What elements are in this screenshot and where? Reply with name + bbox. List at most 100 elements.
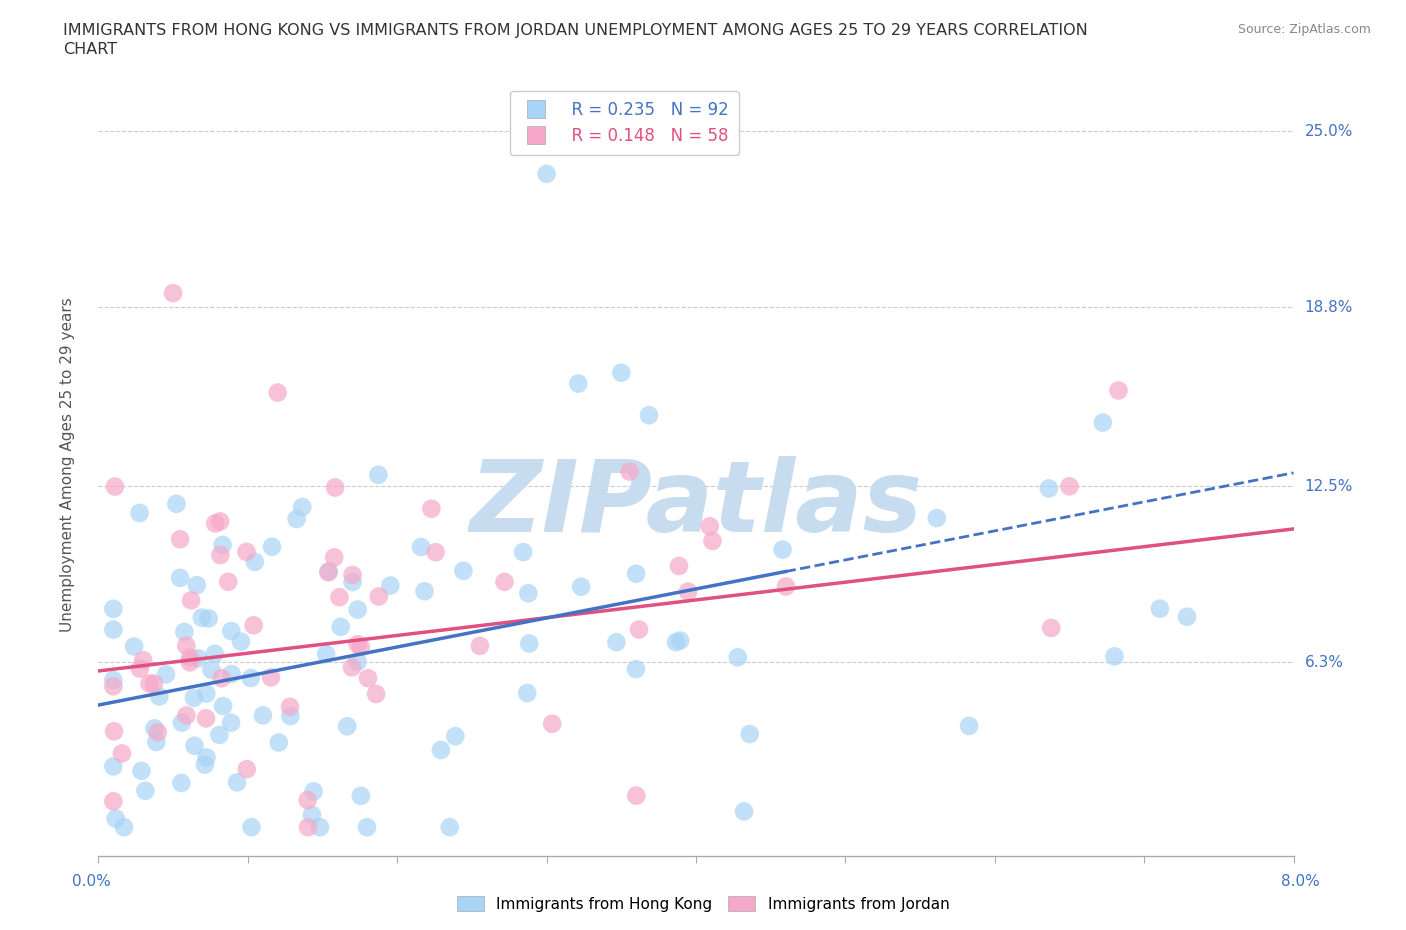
Point — [104, 811, 127, 826]
Text: IMMIGRANTS FROM HONG KONG VS IMMIGRANTS FROM JORDAN UNEMPLOYMENT AMONG AGES 25 T: IMMIGRANTS FROM HONG KONG VS IMMIGRANTS … — [63, 23, 1088, 38]
Point — [536, 166, 558, 181]
Text: 6.3%: 6.3% — [1305, 655, 1344, 670]
Point — [226, 775, 249, 790]
Point — [103, 602, 125, 617]
Point — [103, 759, 125, 774]
Point — [212, 698, 235, 713]
Point — [366, 686, 388, 701]
Point — [187, 651, 209, 666]
Point — [166, 497, 188, 512]
Point — [219, 715, 242, 730]
Point — [1059, 479, 1081, 494]
Point — [624, 661, 647, 676]
Point — [111, 746, 134, 761]
Point — [367, 589, 389, 604]
Point — [297, 819, 319, 834]
Point — [200, 662, 222, 677]
Point — [291, 499, 314, 514]
Point — [350, 789, 373, 804]
Point — [1175, 609, 1198, 624]
Point — [104, 479, 127, 494]
Point — [1038, 481, 1060, 496]
Point — [541, 716, 564, 731]
Y-axis label: Unemployment Among Ages 25 to 29 years: Unemployment Among Ages 25 to 29 years — [60, 298, 75, 632]
Point — [318, 564, 340, 578]
Point — [169, 570, 191, 585]
Point — [702, 534, 724, 549]
Point — [619, 464, 641, 479]
Point — [1091, 415, 1114, 430]
Point — [516, 685, 538, 700]
Point — [517, 586, 540, 601]
Point — [380, 578, 402, 593]
Text: 8.0%: 8.0% — [1281, 874, 1320, 889]
Point — [103, 672, 125, 687]
Point — [425, 545, 447, 560]
Point — [240, 819, 263, 834]
Point — [236, 762, 259, 777]
Point — [346, 654, 368, 669]
Point — [191, 610, 214, 625]
Point — [197, 611, 219, 626]
Point — [517, 636, 540, 651]
Point — [925, 511, 948, 525]
Point — [323, 480, 346, 495]
Text: CHART: CHART — [63, 42, 117, 57]
Point — [1149, 601, 1171, 616]
Point — [173, 624, 195, 639]
Point — [103, 794, 125, 809]
Point — [211, 671, 233, 685]
Point — [309, 819, 332, 834]
Point — [699, 519, 721, 534]
Point — [183, 690, 205, 705]
Point — [219, 624, 242, 639]
Point — [569, 579, 592, 594]
Point — [239, 671, 262, 685]
Point — [211, 538, 233, 552]
Point — [329, 619, 352, 634]
Legend:   R = 0.235   N = 92,   R = 0.148   N = 58: R = 0.235 N = 92, R = 0.148 N = 58 — [509, 90, 740, 155]
Point — [468, 638, 491, 653]
Point — [328, 590, 350, 604]
Point — [494, 575, 516, 590]
Point — [738, 726, 761, 741]
Point — [176, 638, 198, 653]
Point — [346, 602, 368, 617]
Text: ZIPatlas: ZIPatlas — [470, 456, 922, 552]
Point — [183, 738, 205, 753]
Point — [243, 554, 266, 569]
Point — [260, 670, 283, 684]
Point — [278, 699, 301, 714]
Point — [194, 757, 217, 772]
Point — [957, 719, 980, 734]
Point — [170, 776, 193, 790]
Text: Source: ZipAtlas.com: Source: ZipAtlas.com — [1237, 23, 1371, 36]
Text: 0.0%: 0.0% — [72, 874, 111, 889]
Point — [733, 804, 755, 818]
Text: 12.5%: 12.5% — [1305, 479, 1353, 494]
Point — [186, 578, 208, 592]
Point — [342, 567, 364, 582]
Text: 18.8%: 18.8% — [1305, 299, 1353, 315]
Point — [209, 514, 232, 529]
Point — [170, 715, 193, 730]
Point — [453, 564, 475, 578]
Point — [208, 727, 231, 742]
Point — [628, 622, 651, 637]
Point — [242, 618, 264, 632]
Point — [103, 724, 125, 738]
Point — [229, 634, 252, 649]
Point — [367, 467, 389, 482]
Point — [665, 634, 688, 649]
Point — [204, 646, 226, 661]
Point — [346, 637, 368, 652]
Point — [209, 548, 232, 563]
Point — [439, 819, 461, 834]
Point — [301, 807, 323, 822]
Point — [1104, 649, 1126, 664]
Point — [148, 689, 170, 704]
Point — [252, 708, 274, 723]
Point — [356, 819, 378, 834]
Point — [221, 667, 243, 682]
Point — [128, 506, 150, 521]
